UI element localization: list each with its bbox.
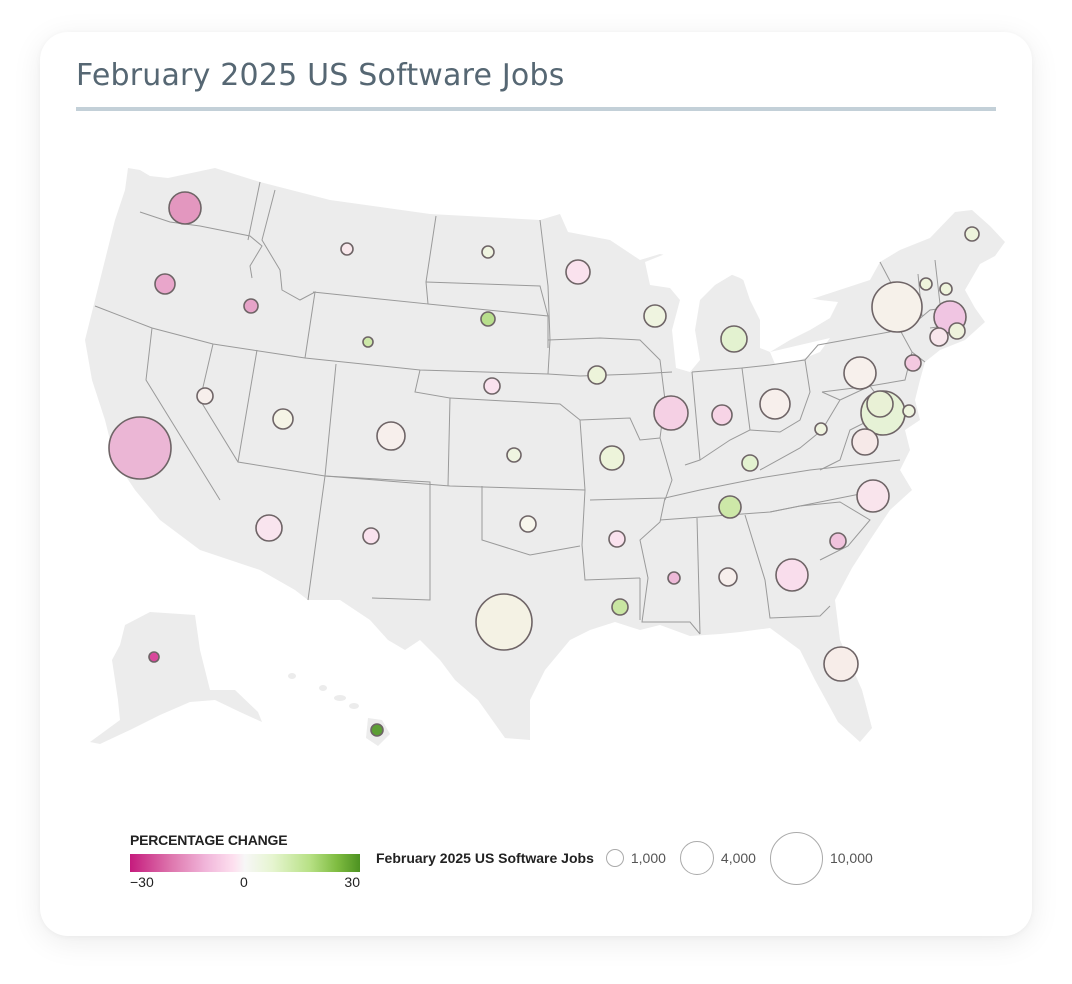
size-legend-title: February 2025 US Software Jobs <box>376 850 594 866</box>
size-circle-medium-icon <box>679 841 714 875</box>
state-bubble-ca[interactable]: CA <box>108 416 172 480</box>
state-bubbles: CATXNYVAILFLWAGANCPAMAOHCOAZMIMDDCMNMOWI… <box>108 191 980 737</box>
state-bubble-nm[interactable]: NM <box>362 527 380 545</box>
state-bubble-ok[interactable]: OK <box>519 515 537 533</box>
state-bubble-mn[interactable]: MN <box>565 259 591 285</box>
state-bubble-il[interactable]: IL <box>653 395 689 431</box>
state-bubble-ut[interactable]: UT <box>272 408 294 430</box>
state-bubble-id[interactable]: ID <box>243 298 259 314</box>
state-bubble-ny[interactable]: NY <box>871 281 923 333</box>
state-bubble-mi[interactable]: MI <box>720 325 748 353</box>
state-bubble-az[interactable]: AZ <box>255 514 283 542</box>
state-bubble-sd[interactable]: SD <box>480 311 496 327</box>
state-bubble-tn[interactable]: TN <box>718 495 742 519</box>
state-bubble-md[interactable]: MD <box>866 390 894 418</box>
state-bubble-ia[interactable]: IA <box>587 365 607 385</box>
color-tick-min: −30 <box>130 874 154 890</box>
state-bubble-wv[interactable]: WV <box>814 422 828 436</box>
page-title: February 2025 US Software Jobs <box>76 58 565 93</box>
state-bubble-wi[interactable]: WI <box>643 304 667 328</box>
state-bubble-vt[interactable]: VT <box>919 277 933 291</box>
state-bubble-or[interactable]: OR <box>154 273 176 295</box>
state-bubble-oh[interactable]: OH <box>759 388 791 420</box>
state-bubble-nd[interactable]: ND <box>481 245 495 259</box>
state-bubble-hi[interactable]: HI <box>370 723 384 737</box>
color-tick-mid: 0 <box>240 874 248 890</box>
state-bubble-al[interactable]: AL <box>718 567 738 587</box>
state-bubble-ky[interactable]: KY <box>741 454 759 472</box>
size-label-large: 10,000 <box>829 850 873 866</box>
state-bubble-nc[interactable]: NC <box>856 479 890 513</box>
state-bubble-nh[interactable]: NH <box>939 282 953 296</box>
state-bubble-sc[interactable]: SC <box>829 532 847 550</box>
state-bubble-mt[interactable]: MT <box>340 242 354 256</box>
state-bubble-de[interactable]: DE <box>902 404 916 418</box>
size-label-small: 1,000 <box>630 850 666 866</box>
size-label-medium: 4,000 <box>720 850 756 866</box>
state-bubble-pa[interactable]: PA <box>843 356 877 390</box>
alaska-land <box>90 612 262 744</box>
state-bubble-nj[interactable]: NJ <box>904 354 922 372</box>
size-legend: February 2025 US Software Jobs 1,000 4,0… <box>376 830 887 886</box>
state-bubble-nv[interactable]: NV <box>196 387 214 405</box>
great-lakes <box>645 248 838 372</box>
state-bubble-ne[interactable]: NE <box>483 377 501 395</box>
color-legend: PERCENTAGE CHANGE −30 0 30 <box>130 832 360 890</box>
state-bubble-mo[interactable]: MO <box>599 445 625 471</box>
state-bubble-ri[interactable]: RI <box>948 322 966 340</box>
color-gradient-bar <box>130 854 360 872</box>
state-bubble-ga[interactable]: GA <box>775 558 809 592</box>
state-bubble-la[interactable]: LA <box>611 598 629 616</box>
size-circle-small-icon <box>605 849 624 867</box>
state-bubble-me[interactable]: ME <box>964 226 980 242</box>
state-bubble-wa[interactable]: WA <box>168 191 202 225</box>
state-bubble-dc[interactable]: DC <box>851 428 879 456</box>
state-bubble-ks[interactable]: KS <box>506 447 522 463</box>
state-bubble-wy[interactable]: WY <box>362 336 374 348</box>
state-bubble-tx[interactable]: TX <box>475 593 533 651</box>
state-bubble-co[interactable]: CO <box>376 421 406 451</box>
state-bubble-ms[interactable]: MS <box>667 571 681 585</box>
color-tick-max: 30 <box>344 874 360 890</box>
state-bubble-in[interactable]: IN <box>711 404 733 426</box>
size-circle-large-icon <box>769 831 823 885</box>
color-legend-title: PERCENTAGE CHANGE <box>130 832 288 848</box>
state-bubble-ak[interactable]: AK <box>148 651 160 663</box>
state-bubble-ct[interactable]: CT <box>929 327 949 347</box>
title-divider <box>76 107 996 111</box>
color-legend-ticks: −30 0 30 <box>130 872 360 890</box>
state-bubble-ar[interactable]: AR <box>608 530 626 548</box>
state-bubble-fl[interactable]: FL <box>823 646 859 682</box>
